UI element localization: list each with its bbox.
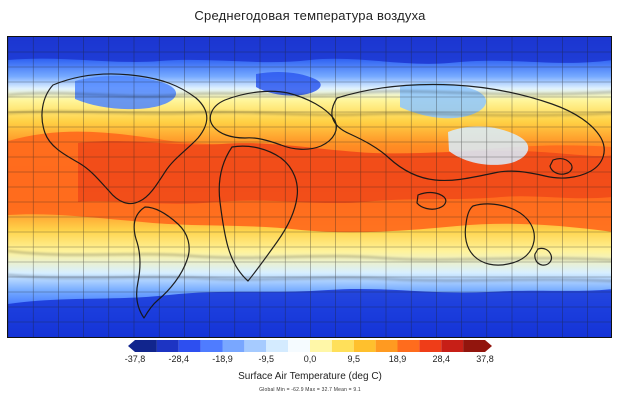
asia-coastline <box>331 83 605 182</box>
map-title: Среднегодовая температура воздуха <box>194 8 426 23</box>
africa-coastline <box>218 145 299 282</box>
colorbar-segment <box>156 340 179 352</box>
colorbar-tick: 0,0 <box>303 354 317 364</box>
colorbar-segment <box>310 340 332 352</box>
north-america-cold-region <box>75 75 177 110</box>
greenland-cold-region <box>256 71 321 96</box>
colorbar-tick: 37,8 <box>476 354 494 364</box>
map-svg <box>8 37 611 337</box>
isotherm-line <box>8 90 611 97</box>
isotherm-layer <box>8 90 611 282</box>
colorbar-segment <box>419 340 442 352</box>
colorbar-tick: 9,5 <box>347 354 361 364</box>
north-polar-cold <box>8 37 611 64</box>
colorbar <box>128 340 492 352</box>
isotherm-line <box>8 111 611 116</box>
colorbar-tick: -28,4 <box>168 354 190 364</box>
graticule <box>8 37 611 337</box>
colorbar-segment <box>397 340 420 352</box>
isotherm-line <box>8 250 611 261</box>
temperature-map <box>7 36 612 338</box>
isotherm-line <box>8 274 611 282</box>
europe-coastline <box>209 90 337 150</box>
colorbar-segment <box>441 340 464 352</box>
tibet-cool-region <box>448 126 529 165</box>
colorbar-segment <box>331 340 354 352</box>
north-america-coastline <box>41 73 208 205</box>
colorbar-tick: 18,9 <box>388 354 407 364</box>
new-zealand-coastline <box>534 247 553 266</box>
colorbar-segment <box>288 340 310 352</box>
colorbar-segment <box>244 340 267 352</box>
colorbar-tick: -9,5 <box>258 354 275 364</box>
colorbar-segment <box>135 340 157 352</box>
colorbar-segment <box>178 340 201 352</box>
australia-coastline <box>464 203 535 266</box>
colorbar-left-arrow <box>128 340 135 352</box>
colorbar-segment <box>200 340 223 352</box>
colorbar-segment <box>463 340 485 352</box>
colorbar-label: Surface Air Temperature (deg C) <box>238 371 382 382</box>
south-america-coastline <box>133 206 190 319</box>
south-polar-cold <box>8 288 611 337</box>
colorbar-tick: -18,9 <box>212 354 233 364</box>
coastline-layer <box>41 73 605 319</box>
colorbar-segment <box>222 340 245 352</box>
colorbar-tick: 28,4 <box>432 354 451 364</box>
colorbar-tick: -37,8 <box>124 354 146 364</box>
global-stats: Global Min = -62.9 Max = 32.7 Mean = 9.1 <box>259 387 361 393</box>
japan-coastline <box>549 158 573 175</box>
colorbar-right-arrow <box>485 340 492 352</box>
colorbar-segment <box>375 340 398 352</box>
colorbar-segment <box>353 340 376 352</box>
colorbar-segment <box>266 340 289 352</box>
indonesia-coastline <box>416 191 447 210</box>
